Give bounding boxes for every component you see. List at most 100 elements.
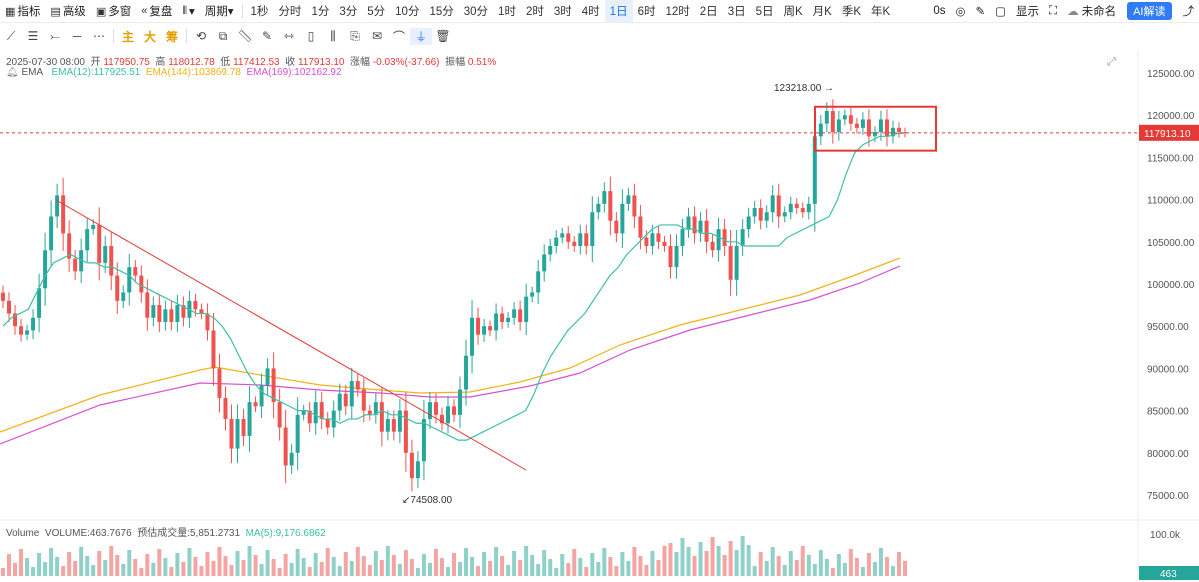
clip-icon[interactable]: ⎘ — [350, 28, 360, 43]
candle-body — [265, 368, 270, 386]
candle-body — [421, 419, 426, 462]
volume-bar — [61, 566, 66, 576]
ema-title[interactable]: EMA — [21, 67, 44, 78]
candle-body — [85, 229, 90, 251]
period-12时[interactable]: 12时 — [665, 6, 690, 18]
period-3分[interactable]: 3分 — [339, 6, 358, 18]
period-年K[interactable]: 年K — [871, 6, 891, 18]
ema144-line — [0, 257, 901, 433]
volume-bar — [91, 565, 96, 576]
period-4时[interactable]: 4时 — [581, 6, 600, 18]
volume-bar — [890, 566, 895, 576]
ai-analysis-button[interactable]: AI解读 — [1127, 2, 1172, 20]
period-30分[interactable]: 30分 — [463, 6, 489, 18]
display-button[interactable]: 显示 — [1011, 0, 1044, 22]
candle-body — [175, 305, 180, 322]
period-6时[interactable]: 6时 — [637, 6, 656, 18]
candle-body — [313, 402, 318, 424]
bars-icon[interactable]: ⫼ — [330, 28, 336, 43]
volume-bar — [860, 567, 865, 576]
loop-icon[interactable]: ⟲ — [195, 29, 207, 43]
y-tick-label: 90000.00 — [1147, 364, 1189, 375]
volume-bar — [878, 548, 883, 576]
volume-bar — [566, 563, 571, 576]
hline-icon[interactable]: ─ — [72, 29, 82, 43]
candle-body — [848, 115, 853, 124]
candle-body — [235, 419, 240, 449]
volume-bar — [133, 559, 138, 576]
cloud-layout-button[interactable]: ☁ 未命名 — [1062, 0, 1121, 22]
volume-bar — [674, 552, 679, 576]
candle-body — [728, 246, 733, 280]
period-3日[interactable]: 3日 — [727, 6, 746, 18]
period-5日[interactable]: 5日 — [755, 6, 774, 18]
period-2日[interactable]: 2日 — [699, 6, 718, 18]
volume-bar — [560, 554, 565, 576]
toolbar-item-4[interactable]: ⫴ ▾ — [177, 0, 199, 22]
candle-body — [494, 313, 499, 331]
toolbar-item-0[interactable]: ▦ 指标 — [0, 0, 45, 22]
hlines-icon[interactable]: ☰ — [27, 29, 39, 43]
bell-icon[interactable]: 🔔︎ — [6, 67, 19, 78]
period-5分[interactable]: 5分 — [367, 6, 386, 18]
candle-body — [800, 208, 805, 213]
period-15分[interactable]: 15分 — [429, 6, 454, 18]
indicator-5[interactable]: 主 — [121, 29, 134, 44]
candle-body — [818, 123, 823, 137]
period-3时[interactable]: 3时 — [553, 6, 572, 18]
indicator-7[interactable]: 筹 — [165, 29, 178, 44]
period-1秒[interactable]: 1秒 — [250, 6, 269, 18]
measure-icon[interactable]: ⇿ — [283, 29, 295, 43]
toolbar-left: ▦ 指标 ▤ 高级 ▣ 多窗 «复盘 ⫴ ▾ 周期▾ — [0, 0, 239, 22]
period-季K[interactable]: 季K — [841, 6, 862, 18]
magnet-icon[interactable]: ⌒ — [392, 29, 405, 44]
volume-bar — [31, 567, 36, 576]
info-date: 2025-07-30 08:00 — [6, 57, 85, 68]
candle-body — [19, 326, 24, 335]
volume-bar — [319, 562, 324, 576]
candle-body — [355, 381, 360, 390]
candle-body — [680, 229, 685, 247]
period-2时[interactable]: 2时 — [525, 6, 544, 18]
share-icon[interactable]: ⤴ — [1182, 6, 1195, 18]
edit-icon[interactable]: ✎ — [975, 6, 986, 18]
pen-icon[interactable]: ✎ — [261, 29, 273, 43]
ruler-icon[interactable]: 📏︎ — [237, 29, 253, 43]
indicator-6[interactable]: 大 — [143, 29, 156, 44]
candle-body — [566, 233, 571, 242]
camera-icon[interactable]: ◎ — [955, 6, 966, 18]
dots-icon[interactable]: ⋯ — [93, 29, 105, 43]
ray-icon[interactable]: ⤚ — [50, 28, 60, 43]
trash-icon[interactable]: 🗑︎ — [435, 29, 451, 43]
volume-bar — [548, 559, 553, 576]
volume-bar — [217, 547, 222, 576]
candle-icon[interactable]: ▯ — [307, 29, 315, 43]
timer-label[interactable]: 0s — [933, 5, 946, 17]
period-分时[interactable]: 分时 — [278, 6, 302, 18]
toolbar-item-2[interactable]: ▣ 多窗 — [91, 0, 136, 22]
period-月K[interactable]: 月K — [812, 6, 832, 18]
candle-body — [397, 410, 402, 432]
candle-body — [223, 397, 228, 420]
volume-bar — [746, 545, 751, 576]
candle-body — [283, 427, 288, 466]
candle-body — [79, 250, 84, 272]
fullscreen-icon[interactable]: ⛶ — [1049, 4, 1058, 17]
period-1分[interactable]: 1分 — [311, 6, 330, 18]
volume-bar — [812, 564, 817, 576]
copy-icon[interactable]: ⧉ — [218, 28, 228, 43]
period-1日[interactable]: 1日 — [604, 0, 633, 22]
period-周K[interactable]: 周K — [783, 6, 803, 18]
volume-bar — [458, 562, 463, 576]
line-icon[interactable]: ⟋ — [6, 28, 16, 43]
layout-icon[interactable]: ▢ — [995, 6, 1007, 18]
toolbar-item-1[interactable]: ▤ 高级 — [45, 0, 90, 22]
filter-icon[interactable]: ⏚ — [410, 27, 432, 45]
period-1时[interactable]: 1时 — [498, 6, 516, 18]
candle-body — [217, 368, 222, 398]
toolbar-item-5[interactable]: 周期▾ — [200, 0, 239, 22]
toolbar-item-3[interactable]: «复盘 — [136, 0, 177, 22]
period-10分[interactable]: 10分 — [395, 6, 420, 18]
note-icon[interactable]: ✉ — [371, 29, 383, 43]
